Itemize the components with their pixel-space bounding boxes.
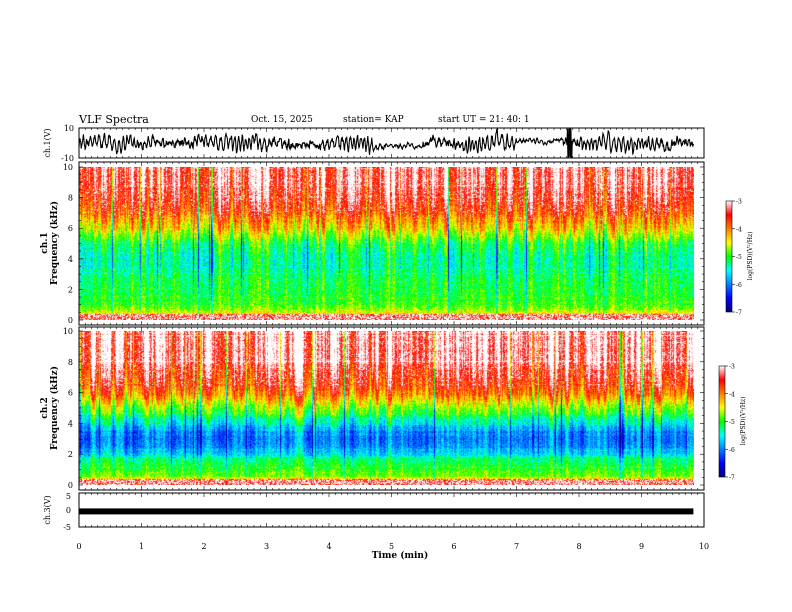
ch2-colorbar-label: log(PSD)(V²/Hz) <box>740 397 747 446</box>
cb2-tick-label: -5 <box>729 419 735 426</box>
spec2-ytick-label: 8 <box>68 358 73 367</box>
spec1-ytick-label: 6 <box>68 224 73 233</box>
ch3-waveform-trace <box>79 508 694 515</box>
spec1-ytick-label: 10 <box>63 163 73 172</box>
cb2-tick-label: -3 <box>729 364 735 371</box>
ch2-colorbar: -3 -4 -5 -6 -7 log(PSD)(V²/Hz) <box>718 364 747 482</box>
cb2-tick-label: -6 <box>729 447 735 454</box>
ch3-ylabel: ch.3(V) <box>43 495 52 524</box>
x-axis-label: Time (min) <box>372 550 429 561</box>
spec2-ytick-label: 10 <box>63 327 73 336</box>
ch1-waveform-panel: 10 -10 ch.1(V) <box>43 124 705 163</box>
x-tick-label: 6 <box>451 542 456 551</box>
x-axis: 0 1 2 3 4 5 6 7 8 9 10 <box>76 542 709 551</box>
x-tick-label: 3 <box>264 542 269 551</box>
x-tick-label: 7 <box>514 542 519 551</box>
x-tick-label: 4 <box>326 542 331 551</box>
ch3-waveform-panel: 5 0 -5 ch.3(V) <box>43 492 705 532</box>
ch1-waveform-trace <box>78 128 694 158</box>
x-tick-label: 0 <box>76 542 81 551</box>
ch3-ytick-mid: 0 <box>66 506 71 515</box>
cb1-tick-label: -7 <box>736 310 742 317</box>
ch1-spectrogram-image <box>79 167 694 320</box>
station-label: station= KAP <box>343 115 404 125</box>
cb2-tick-label: -7 <box>729 475 735 482</box>
x-tick-label: 10 <box>699 542 709 551</box>
cb2-tick-label: -4 <box>729 391 735 398</box>
spec2-ytick-label: 4 <box>68 419 73 428</box>
ch2-spec-ylabel: Frequency (kHz) <box>49 366 60 450</box>
spec2-ytick-label: 6 <box>68 389 73 398</box>
x-tick-label: 5 <box>389 542 394 551</box>
ch1-colorbar: -3 -4 -5 -6 -7 log(PSD)(V²/Hz) <box>725 199 754 317</box>
ch2-spec-ylabel-prefix: ch.2 <box>40 397 50 418</box>
start-time-label: start UT = 21: 40: 1 <box>438 115 530 125</box>
ch1-spectrogram-panel: 0 2 4 6 8 10 Frequency (kHz) ch.1 <box>40 161 705 326</box>
x-tick-label: 8 <box>576 542 581 551</box>
spec1-ytick-label: 2 <box>68 285 73 294</box>
ch3-ytick-bottom: -5 <box>63 523 71 532</box>
x-tick-label: 9 <box>639 542 644 551</box>
ch1-ytick-bottom: -10 <box>61 154 74 163</box>
figure-title: VLF Spectra <box>79 113 149 126</box>
cb1-tick-label: -3 <box>736 199 742 206</box>
spec1-ytick-label: 4 <box>68 255 73 264</box>
spec2-ytick-label: 0 <box>68 481 73 490</box>
ch1-spec-ylabel-prefix: ch.1 <box>40 232 50 253</box>
cb1-tick-label: -4 <box>736 226 742 233</box>
ch2-spectrogram-panel: 0 2 4 6 8 10 Frequency (kHz) ch.2 <box>40 326 705 491</box>
x-tick-label: 2 <box>201 542 206 551</box>
spec1-ytick-label: 8 <box>68 194 73 203</box>
ch1-ylabel: ch.1(V) <box>43 128 52 157</box>
ch1-ytick-top: 10 <box>64 124 74 133</box>
ch1-colorbar-label: log(PSD)(V²/Hz) <box>747 232 754 281</box>
spec1-ytick-label: 0 <box>68 316 73 325</box>
ch1-spec-ylabel: Frequency (kHz) <box>49 201 60 285</box>
ch3-ytick-top: 5 <box>66 492 71 501</box>
spec2-ytick-label: 2 <box>68 450 73 459</box>
x-tick-label: 1 <box>139 542 144 551</box>
ch2-spectrogram-image <box>79 331 694 485</box>
cb1-tick-label: -6 <box>736 282 742 289</box>
date-label: Oct. 15, 2025 <box>251 115 313 125</box>
cb1-tick-label: -5 <box>736 254 742 261</box>
